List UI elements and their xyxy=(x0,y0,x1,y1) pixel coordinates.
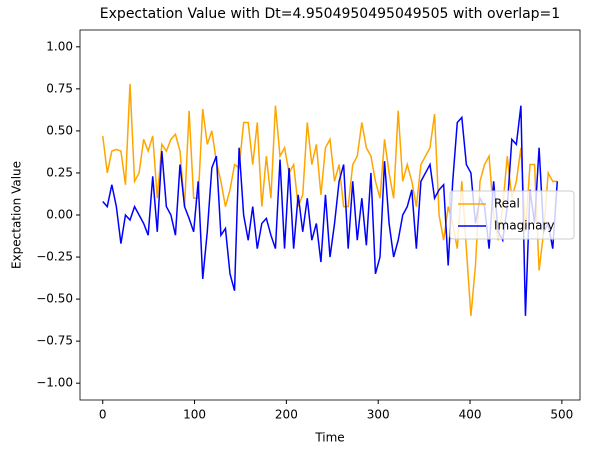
y-tick-label: 0.75 xyxy=(46,81,73,95)
x-tick-label: 100 xyxy=(183,408,206,422)
y-tick-label: −0.75 xyxy=(36,334,73,348)
y-tick-label: 0.25 xyxy=(46,165,73,179)
legend-box xyxy=(449,190,575,240)
y-tick-label: −0.25 xyxy=(36,250,73,264)
series-line xyxy=(101,83,558,316)
y-tick-label: 0.00 xyxy=(46,208,73,222)
y-axis-label: Expectation Value xyxy=(10,161,24,269)
x-tick-label: 300 xyxy=(367,408,390,422)
chart-title: Expectation Value with Dt=4.950495049504… xyxy=(100,6,560,22)
legend-label: Imaginary xyxy=(494,219,555,233)
y-tick-label: −0.50 xyxy=(36,292,73,306)
x-axis-label: Time xyxy=(314,431,344,445)
y-tick-label: −1.00 xyxy=(36,376,73,390)
y-tick-label: 1.00 xyxy=(46,39,73,53)
x-tick-label: 0 xyxy=(99,408,107,422)
plot-frame xyxy=(79,29,581,401)
legend-label: Real xyxy=(494,197,520,211)
x-tick-label: 400 xyxy=(459,408,482,422)
x-tick-label: 500 xyxy=(550,408,573,422)
x-tick-label: 200 xyxy=(275,408,298,422)
y-tick-label: 0.50 xyxy=(46,123,73,137)
